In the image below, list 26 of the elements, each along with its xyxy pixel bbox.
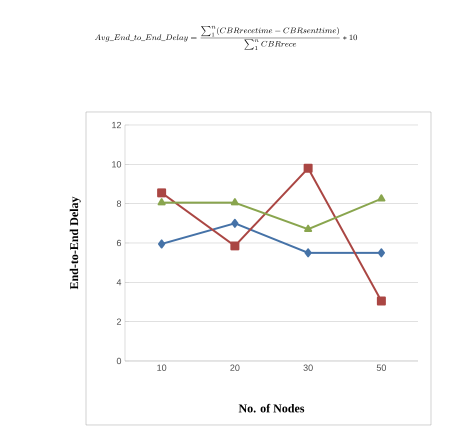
y-tick-label: 10 <box>112 161 122 168</box>
point <box>376 296 386 306</box>
point <box>377 194 386 202</box>
y-tick-label: 0 <box>116 358 122 364</box>
point <box>304 224 312 232</box>
y-tick-label: 12 <box>112 122 122 128</box>
x-tick-label: 20 <box>230 364 240 371</box>
point <box>378 248 385 258</box>
y-tick-label: 2 <box>116 318 122 325</box>
point <box>158 239 166 248</box>
point <box>231 218 238 228</box>
point <box>230 241 240 250</box>
point <box>157 188 166 198</box>
x-tick-label: 50 <box>376 364 386 371</box>
y-axis-title: End-to-End Delay <box>70 196 81 290</box>
x-tick-label: 10 <box>157 364 166 371</box>
point <box>304 164 313 173</box>
x-axis-title: No. of Nodes <box>238 404 304 412</box>
y-tick-label: 8 <box>116 200 122 207</box>
y-tick-label: 6 <box>116 240 122 246</box>
text: $Avg\_End\_to\_End\_Delay=\frac{\sum_{1}^{n}(CBRrecetime-CBRsenttime)}{\sum_{1}^{n}CBRrece}*10$ <box>94 26 358 50</box>
point <box>158 198 166 206</box>
point <box>230 198 239 206</box>
y-tick-label: 4 <box>116 279 122 286</box>
x-tick-label: 30 <box>303 364 313 371</box>
point <box>304 248 312 258</box>
